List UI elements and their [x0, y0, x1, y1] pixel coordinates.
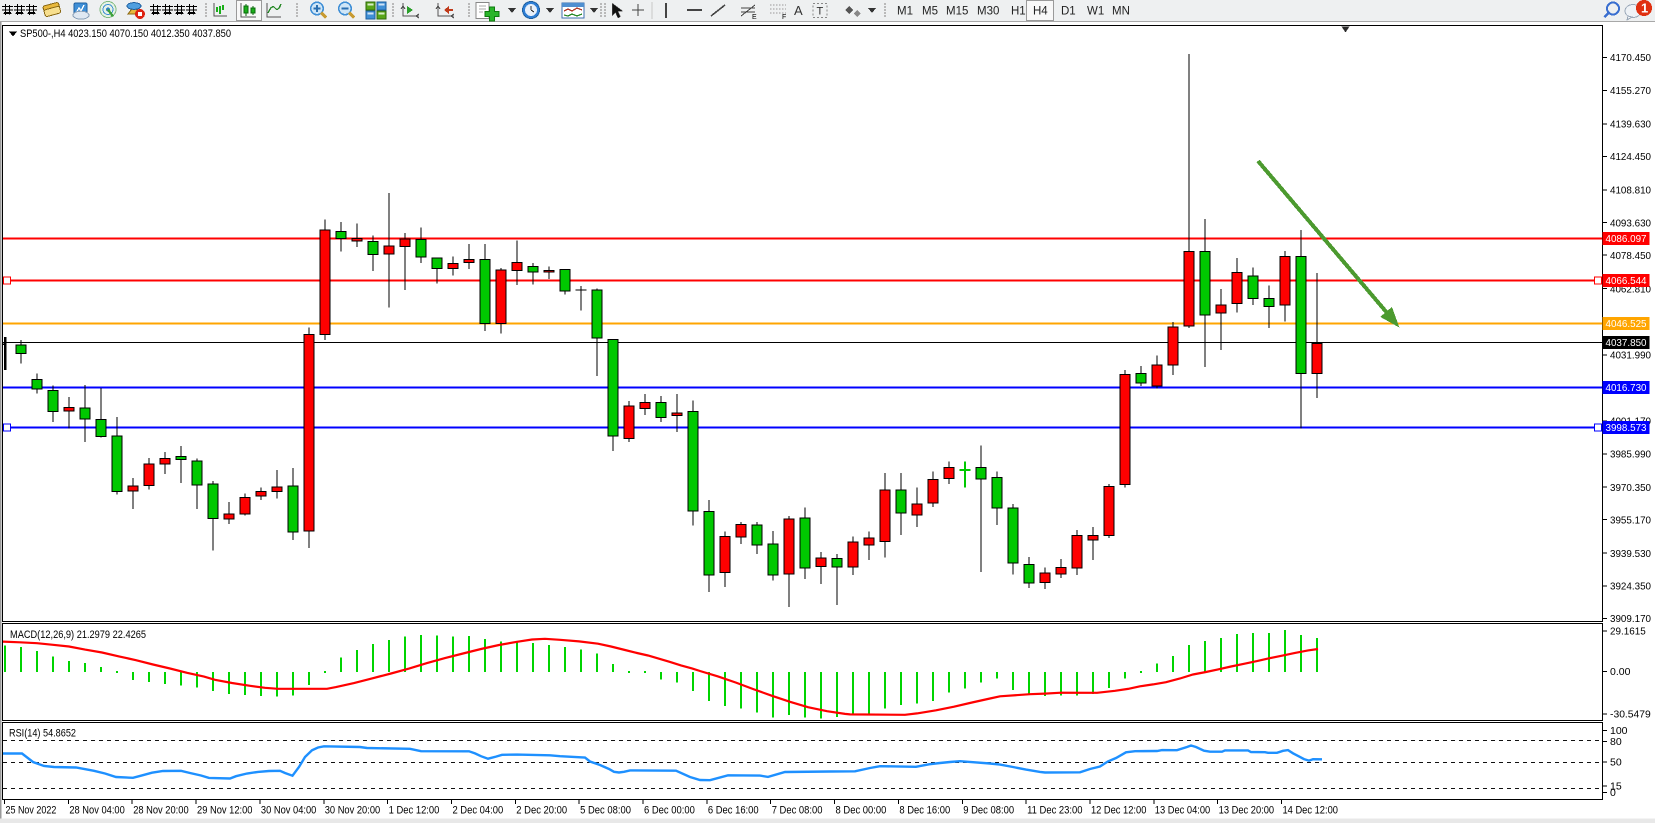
svg-text:MACD(12,26,9) 21.2979 22.4265: MACD(12,26,9) 21.2979 22.4265	[10, 629, 146, 641]
svg-text:9 Dec 08:00: 9 Dec 08:00	[963, 805, 1014, 817]
svg-text:4046.525: 4046.525	[1606, 318, 1647, 330]
svg-text:28 Nov 04:00: 28 Nov 04:00	[69, 805, 124, 817]
svg-text:4093.630: 4093.630	[1610, 217, 1651, 229]
svg-text:4066.544: 4066.544	[1606, 275, 1647, 287]
svg-text:4170.450: 4170.450	[1610, 52, 1651, 64]
svg-text:3970.350: 3970.350	[1610, 482, 1651, 494]
svg-text:RSI(14) 54.8652: RSI(14) 54.8652	[9, 728, 76, 740]
svg-text:A: A	[794, 3, 803, 18]
svg-text:100: 100	[1610, 725, 1628, 737]
svg-text:M15: M15	[946, 6, 968, 18]
svg-text:8 Dec 00:00: 8 Dec 00:00	[836, 805, 887, 817]
svg-text:-30.5479: -30.5479	[1610, 709, 1651, 721]
svg-text:M30: M30	[977, 6, 999, 18]
svg-text:4078.450: 4078.450	[1610, 250, 1651, 262]
svg-text:H1: H1	[1011, 6, 1026, 18]
svg-text:50: 50	[1610, 757, 1622, 769]
svg-text:3985.990: 3985.990	[1610, 449, 1651, 461]
svg-text:29 Nov 12:00: 29 Nov 12:00	[197, 805, 252, 817]
svg-text:0: 0	[1610, 787, 1616, 799]
svg-text:3998.573: 3998.573	[1606, 422, 1647, 434]
svg-text:4108.810: 4108.810	[1610, 185, 1651, 197]
svg-text:D1: D1	[1061, 6, 1076, 18]
svg-text:4139.630: 4139.630	[1610, 119, 1651, 131]
svg-text:3939.530: 3939.530	[1610, 548, 1651, 560]
svg-text:4086.097: 4086.097	[1606, 233, 1647, 245]
svg-text:13 Dec 20:00: 13 Dec 20:00	[1219, 805, 1274, 817]
svg-text:28 Nov 20:00: 28 Nov 20:00	[133, 805, 188, 817]
svg-text:0.00: 0.00	[1610, 666, 1631, 678]
svg-text:W1: W1	[1087, 6, 1104, 18]
svg-text:2 Dec 20:00: 2 Dec 20:00	[516, 805, 567, 817]
svg-text:4031.990: 4031.990	[1610, 350, 1651, 362]
svg-text:MN: MN	[1112, 6, 1130, 18]
svg-text:M5: M5	[922, 6, 938, 18]
svg-text:1: 1	[1641, 1, 1648, 16]
svg-text:13 Dec 04:00: 13 Dec 04:00	[1155, 805, 1210, 817]
svg-text:11 Dec 23:00: 11 Dec 23:00	[1027, 805, 1082, 817]
svg-text:SP500-,H4 4023.150 4070.150 4: SP500-,H4 4023.150 4070.150 4012.350 403…	[20, 28, 231, 40]
svg-text:T: T	[817, 6, 824, 18]
svg-text:6 Dec 16:00: 6 Dec 16:00	[708, 805, 759, 817]
svg-text:2 Dec 04:00: 2 Dec 04:00	[452, 805, 503, 817]
svg-text:F: F	[782, 14, 786, 21]
svg-text:M1: M1	[897, 6, 913, 18]
svg-text:7 Dec 08:00: 7 Dec 08:00	[772, 805, 823, 817]
svg-text:3924.350: 3924.350	[1610, 581, 1651, 593]
svg-text:4016.730: 4016.730	[1606, 382, 1647, 394]
svg-text:30 Nov 04:00: 30 Nov 04:00	[261, 805, 316, 817]
svg-text:1 Dec 12:00: 1 Dec 12:00	[389, 805, 440, 817]
svg-text:12 Dec 12:00: 12 Dec 12:00	[1091, 805, 1146, 817]
svg-text:4155.270: 4155.270	[1610, 85, 1651, 97]
svg-text:30 Nov 20:00: 30 Nov 20:00	[325, 805, 380, 817]
svg-text:25 Nov 2022: 25 Nov 2022	[6, 805, 57, 817]
svg-text:3955.170: 3955.170	[1610, 514, 1651, 526]
svg-text:8 Dec 16:00: 8 Dec 16:00	[899, 805, 950, 817]
svg-text:6 Dec 00:00: 6 Dec 00:00	[644, 805, 695, 817]
svg-text:80: 80	[1610, 736, 1622, 748]
svg-text:4037.850: 4037.850	[1606, 337, 1647, 349]
svg-text:E: E	[752, 14, 757, 21]
svg-text:3909.170: 3909.170	[1610, 613, 1651, 625]
svg-text:14 Dec 12:00: 14 Dec 12:00	[1283, 805, 1338, 817]
svg-text:4124.450: 4124.450	[1610, 151, 1651, 163]
svg-text:15: 15	[1610, 781, 1622, 793]
svg-text:H4: H4	[1033, 6, 1048, 18]
svg-text:29.1615: 29.1615	[1610, 626, 1646, 638]
svg-text:5 Dec 08:00: 5 Dec 08:00	[580, 805, 631, 817]
